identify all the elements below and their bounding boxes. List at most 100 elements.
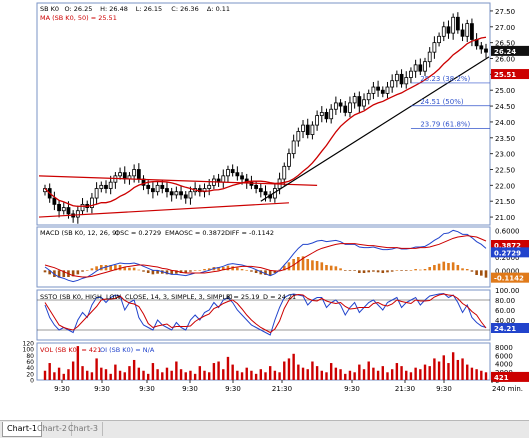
candle-body	[57, 203, 61, 212]
candle-body	[418, 64, 423, 72]
macd-histogram-bar	[475, 270, 478, 275]
stoch-y-tick-label: 60.00	[495, 307, 515, 315]
stoch-d-tag-bg	[491, 323, 529, 333]
macd-histogram-bar	[325, 265, 328, 271]
macd-histogram-bar	[329, 265, 333, 271]
macd-histogram-bar	[367, 270, 371, 273]
volume-bar	[405, 370, 408, 380]
ma-value-tag: 25.51	[494, 71, 516, 79]
macd-histogram-bar	[128, 267, 131, 271]
fib-level-label: 25.23 (38.2%)	[420, 75, 470, 83]
last-price-tag: 26.24	[494, 48, 516, 56]
macd-histogram-bar	[484, 270, 488, 278]
candle-body	[343, 105, 348, 113]
volume-bar	[48, 363, 51, 380]
volume-bar	[104, 369, 108, 380]
tab-chart-3[interactable]: Chart-3	[64, 422, 103, 436]
candle-body	[240, 175, 244, 180]
volume-bar	[287, 358, 291, 380]
candle-body	[66, 207, 71, 215]
macd-value-tag-bg	[491, 240, 529, 250]
volume-bar	[315, 366, 319, 380]
volume-bar	[339, 369, 342, 380]
macd-histogram-bar	[179, 270, 183, 273]
volume-bar	[278, 372, 281, 380]
volume-bar	[231, 364, 234, 380]
stoch-d-label: D = 24.21	[263, 293, 296, 301]
candle-body	[437, 35, 441, 44]
volume-bar	[217, 361, 220, 380]
volume-bar	[193, 373, 197, 380]
macd-histogram-bar	[250, 270, 253, 272]
candle-body	[151, 188, 155, 193]
candle-body	[409, 70, 413, 78]
macd-histogram-bar	[109, 265, 112, 271]
macd-histogram-bar	[81, 270, 84, 272]
price-y-tick-label: 22.00	[495, 182, 515, 190]
candle-body	[470, 23, 474, 40]
candle-body	[230, 169, 235, 174]
chart-canvas[interactable]: 27.5027.0026.5026.0025.5025.0024.5024.00…	[0, 0, 529, 420]
candle-body	[423, 61, 427, 72]
x-tick-label: 21:30	[272, 385, 292, 393]
price-header-label-3: L: 26.15	[136, 5, 163, 13]
volume-bar	[71, 361, 75, 380]
candle-body	[385, 86, 390, 94]
vol-y-tick-label: 0	[30, 378, 34, 385]
x-tick-label: 240 min.	[492, 385, 523, 393]
macd-histogram-bar	[184, 270, 188, 273]
volume-bar	[170, 370, 173, 380]
macd-histogram-bar	[461, 268, 464, 271]
stoch-k-label: K = 25.19	[227, 293, 259, 301]
macd-histogram-bar	[419, 269, 422, 271]
candle-body	[94, 188, 99, 199]
moving-average-line	[44, 36, 487, 208]
volume-bar	[236, 370, 239, 380]
candle-body	[301, 124, 305, 132]
macd-histogram-bar	[480, 270, 483, 276]
volume-bar	[259, 369, 263, 380]
volume-bar	[118, 370, 122, 380]
volume-bar	[320, 370, 323, 380]
candle-body	[80, 203, 85, 212]
candle-body	[174, 191, 179, 196]
volume-bar	[348, 370, 352, 380]
ma-header-label: MA (SB K0, 50) = 25.51	[40, 14, 117, 22]
x-tick-label: 9:30	[436, 385, 452, 393]
volume-bar	[372, 367, 375, 380]
macd-histogram-bar	[62, 270, 66, 277]
vol-y-tick-label: 100	[23, 347, 35, 354]
candle-body	[465, 23, 470, 37]
macd-histogram-bar	[465, 269, 469, 271]
macd-histogram-bar	[264, 270, 267, 275]
candle-body	[188, 191, 193, 199]
volume-bar	[386, 372, 389, 380]
price-header-label-5: Δ: 0.11	[207, 5, 230, 13]
oi-y-tick-label: 8000	[495, 344, 513, 352]
tab-chart-2[interactable]: Chart-2	[33, 422, 72, 436]
stoch-y-tick-label: 80.00	[495, 297, 515, 305]
macd-histogram-bar	[53, 270, 56, 277]
macd-histogram-bar	[95, 266, 98, 271]
last-price-tag-bg	[491, 45, 529, 56]
volume-bar	[423, 364, 427, 380]
macd-histogram-bar	[156, 270, 159, 274]
candle-body	[52, 197, 57, 205]
macd-histogram-bar	[198, 270, 202, 271]
price-header-label-0: SB K0	[40, 5, 59, 13]
x-tick-label: 9:30	[139, 385, 155, 393]
macd-histogram-bar	[404, 270, 408, 271]
volume-bar	[114, 364, 117, 380]
x-tick-label: 21:30	[395, 385, 415, 393]
resistance-trendline	[38, 175, 318, 186]
volume-bar	[395, 363, 399, 380]
candle-body	[376, 86, 380, 91]
macd-histogram-bar	[170, 270, 173, 275]
candle-body	[366, 92, 371, 101]
candle-body	[226, 169, 230, 177]
macd-histogram-bar	[381, 270, 385, 273]
candle-body	[352, 96, 357, 104]
macd-histogram-bar	[123, 267, 127, 271]
candle-body	[155, 184, 160, 193]
candle-body	[319, 112, 324, 116]
